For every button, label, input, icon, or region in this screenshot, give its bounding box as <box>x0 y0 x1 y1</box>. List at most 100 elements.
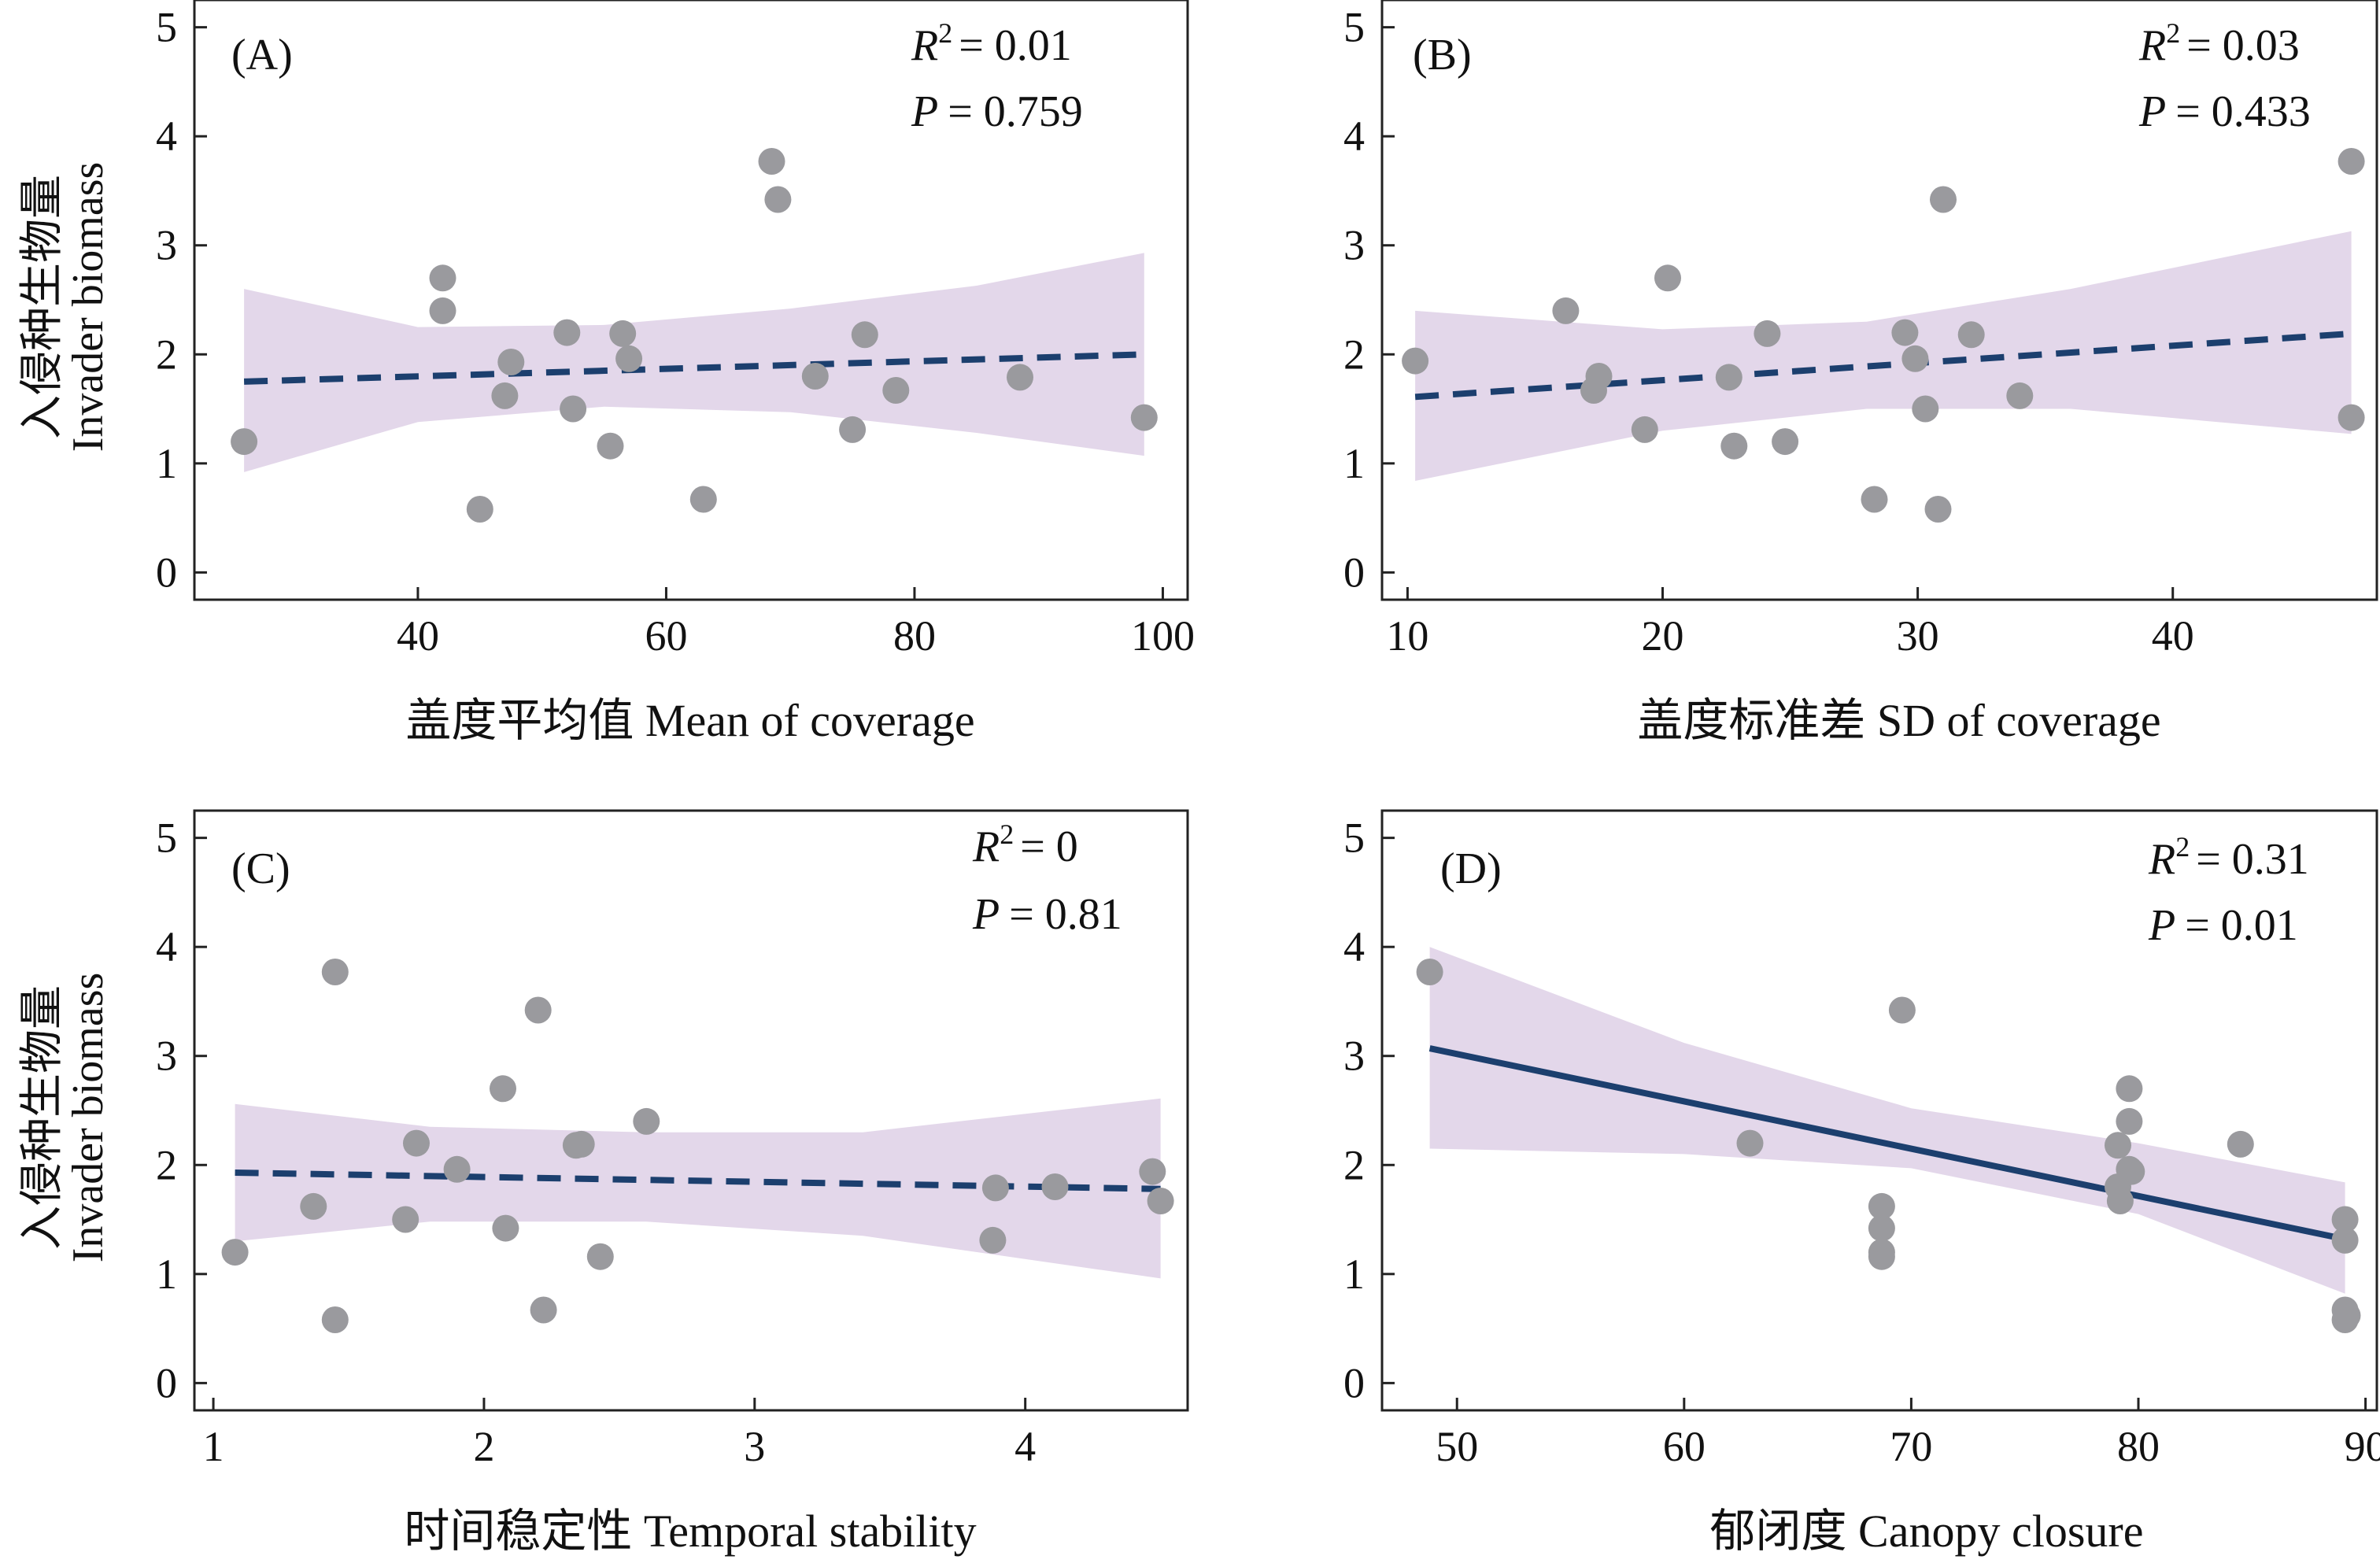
data-point <box>1736 1129 1764 1157</box>
data-point <box>553 319 581 346</box>
data-point <box>1754 320 1781 347</box>
panel-d-points <box>1416 959 2361 1333</box>
panel-b-axes: 10 20 30 40 0 1 2 3 4 5 <box>1343 0 2378 660</box>
data-point <box>497 349 525 375</box>
plot-frame <box>193 0 1189 601</box>
y-axis-title-top: 入侵种生物量 Invader biomass <box>18 162 113 453</box>
x-tick-label: 4 <box>1014 1423 1036 1470</box>
data-point <box>801 363 829 390</box>
panel-b-r2: R2 = 0.03 <box>2138 17 2300 70</box>
data-point <box>2338 404 2365 431</box>
data-point <box>429 297 456 324</box>
panel-a-axes: 40 60 80 100 0 1 2 3 4 5 <box>156 0 1195 660</box>
panel-b-fit-line <box>1414 330 2352 401</box>
data-point <box>2334 1302 2361 1329</box>
panel-b-confidence-band <box>1415 231 2352 481</box>
data-point <box>560 395 587 423</box>
panel-a-p: P = 0.759 <box>911 87 1083 136</box>
panel-a-points <box>231 148 1158 523</box>
data-point <box>1007 364 1033 391</box>
data-point <box>2331 1226 2359 1254</box>
panel-a-r2-sup: 2 <box>938 17 952 49</box>
y-tick-label: 4 <box>1343 923 1365 970</box>
data-point <box>851 321 878 349</box>
y-axis-title-bottom: 入侵种生物量 Invader biomass <box>18 973 113 1263</box>
panel-b-p: P = 0.433 <box>2138 87 2311 136</box>
panel-a-x-title: 盖度平均值 Mean of coverage <box>405 695 974 746</box>
panel-c-p: P = 0.81 <box>972 890 1122 939</box>
data-point <box>597 432 624 460</box>
y-tick-label: 3 <box>156 1033 177 1080</box>
data-point <box>300 1192 327 1220</box>
panel-d-label: (D) <box>1440 844 1502 893</box>
data-point <box>1924 496 1952 523</box>
panel-c-r2-symbol: R <box>972 822 1000 871</box>
confidence-band-a <box>244 253 1144 472</box>
data-point <box>1585 363 1613 390</box>
data-point <box>429 264 456 292</box>
x-tick-label: 30 <box>1897 612 1939 660</box>
panel-c-r2: R2 = 0 <box>972 818 1078 871</box>
y-tick-label: 1 <box>156 440 177 487</box>
panel-d-x-title: 郁闭度 Canopy closure <box>1710 1506 2144 1557</box>
panel-d-p-symbol: P <box>2148 901 2175 950</box>
panel-c-r2-sup: 2 <box>1000 818 1014 850</box>
x-tick-label: 100 <box>1131 612 1195 660</box>
data-point <box>530 1296 557 1324</box>
y-tick-label: 4 <box>156 113 177 160</box>
y-tick-label: 3 <box>1343 1033 1365 1080</box>
x-tick-label: 60 <box>645 612 687 660</box>
panel-b-r2-symbol: R <box>2138 21 2166 70</box>
panel-d-r2: R2 = 0.31 <box>2148 831 2309 884</box>
data-point <box>1720 432 1748 460</box>
x-tick-label: 20 <box>1642 612 1684 660</box>
data-point <box>1868 1214 1895 1242</box>
data-point <box>1891 319 1919 346</box>
y-tick-label: 0 <box>156 549 177 596</box>
data-point <box>981 1174 1009 1202</box>
data-point <box>490 1075 516 1103</box>
data-point <box>1402 347 1429 375</box>
data-point <box>2118 1158 2145 1185</box>
data-point <box>1416 959 1443 985</box>
x-tick-label: 1 <box>203 1423 224 1470</box>
panel-d-r2-value: = 0.31 <box>2196 835 2309 884</box>
data-point <box>321 1306 349 1333</box>
panel-b-label: (B) <box>1413 31 1472 79</box>
panel-c-r2-value: = 0 <box>1020 822 1078 871</box>
x-tick-label: 2 <box>473 1423 494 1470</box>
y-tick-label: 1 <box>1343 440 1365 487</box>
data-point <box>1868 1243 1895 1270</box>
data-point <box>403 1129 430 1157</box>
x-tick-label: 80 <box>893 612 936 660</box>
y-tick-label: 2 <box>1343 1141 1365 1188</box>
data-point <box>615 345 643 372</box>
data-point <box>689 486 717 513</box>
data-point <box>1041 1173 1069 1200</box>
panel-c-confidence-band <box>235 1098 1161 1279</box>
panel-c-points <box>221 959 1174 1333</box>
data-point <box>979 1226 1007 1254</box>
panel-a-p-value: = 0.759 <box>948 87 1083 136</box>
y-tick-label: 3 <box>1343 222 1365 269</box>
data-point <box>2105 1132 2131 1159</box>
data-point <box>1654 264 1681 292</box>
data-point <box>443 1155 471 1183</box>
data-point <box>633 1107 660 1135</box>
y-title-bottom-zh: 入侵种生物量 <box>18 985 67 1250</box>
y-tick-label: 0 <box>156 1359 177 1406</box>
data-point <box>567 1130 595 1158</box>
panel-a-p-symbol: P <box>911 87 938 136</box>
x-tick-label: 50 <box>1436 1423 1478 1470</box>
y-tick-label: 2 <box>1343 331 1365 378</box>
data-point <box>491 382 519 409</box>
panel-a-label: (A) <box>231 31 293 79</box>
plot-frame <box>1380 809 2378 1412</box>
panel-a-r2: R2 = 0.01 <box>911 17 1072 70</box>
data-point <box>2331 1206 2359 1233</box>
